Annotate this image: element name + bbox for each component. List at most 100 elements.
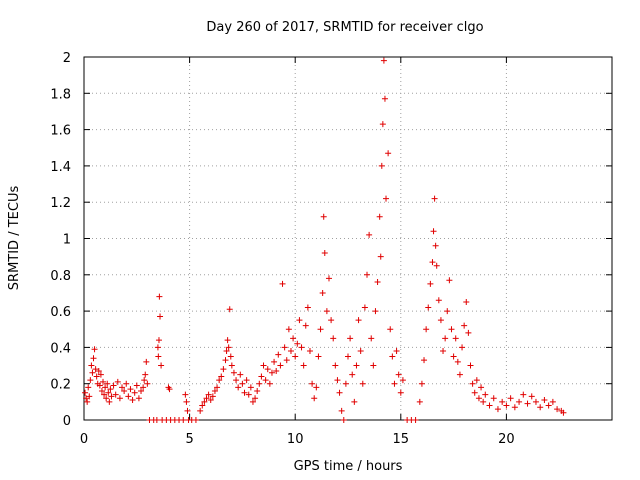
data-point [347, 335, 354, 342]
data-point [376, 213, 383, 220]
data-point [154, 344, 161, 351]
data-point [298, 344, 305, 351]
data-point [155, 337, 162, 344]
data-point [378, 162, 385, 169]
data-point [320, 213, 327, 220]
data-point [83, 395, 90, 402]
data-point [116, 395, 123, 402]
data-point [467, 362, 474, 369]
data-point [285, 326, 292, 333]
data-point [450, 353, 457, 360]
data-point [86, 393, 93, 400]
data-point [418, 380, 425, 387]
data-point [395, 371, 402, 378]
data-point [211, 387, 218, 394]
data-point [214, 384, 221, 391]
y-tick-label: 0.4 [50, 341, 71, 356]
x-axis: 0 5 10 15 20 [80, 57, 515, 447]
data-point [205, 391, 212, 398]
data-point [397, 389, 404, 396]
data-point [247, 384, 254, 391]
data-point [222, 357, 229, 364]
data-point [490, 395, 497, 402]
data-point [412, 417, 419, 423]
data-point [461, 322, 468, 329]
data-point [138, 387, 145, 394]
y-tick-label: 2 [63, 51, 71, 66]
data-point [507, 395, 514, 402]
data-point [549, 398, 556, 405]
data-point [91, 346, 98, 353]
data-point [503, 402, 510, 409]
data-point [230, 369, 237, 376]
data-point [302, 322, 309, 329]
data-point [85, 384, 92, 391]
y-tick-label: 0.2 [50, 378, 71, 393]
data-point [342, 380, 349, 387]
data-point [103, 395, 110, 402]
data-point [268, 369, 275, 376]
x-tick-label: 5 [185, 432, 193, 447]
data-point [399, 377, 406, 384]
data-point [475, 395, 482, 402]
data-point [357, 348, 364, 355]
data-point [528, 393, 535, 400]
data-point [209, 393, 216, 400]
data-point [319, 289, 326, 296]
data-point [377, 253, 384, 260]
data-point [203, 395, 210, 402]
data-point [532, 398, 539, 405]
x-axis-label: GPS time / hours [294, 459, 403, 474]
data-point [336, 389, 343, 396]
data-point [313, 384, 320, 391]
y-tick-label: 1.4 [50, 160, 71, 175]
data-point [228, 362, 235, 369]
y-tick-label: 1.8 [50, 87, 71, 102]
data-point [325, 275, 332, 282]
data-point [499, 398, 506, 405]
data-point [153, 417, 160, 423]
data-point [416, 398, 423, 405]
data-point [480, 398, 487, 405]
data-point [249, 398, 256, 405]
data-point [199, 402, 206, 409]
data-point [283, 357, 290, 364]
data-point [433, 262, 440, 269]
data-point [393, 348, 400, 355]
data-point [448, 326, 455, 333]
data-point [541, 397, 548, 404]
y-tick-label: 0.6 [50, 305, 71, 320]
data-point [279, 280, 286, 287]
data-point [201, 398, 208, 405]
data-point [260, 362, 267, 369]
data-point [387, 326, 394, 333]
data-point [108, 393, 115, 400]
data-point [385, 150, 392, 157]
y-tick-label: 0.8 [50, 269, 71, 284]
data-point [473, 377, 480, 384]
data-point [349, 371, 356, 378]
data-point [102, 384, 109, 391]
data-point [431, 195, 438, 202]
data-point [430, 228, 437, 235]
data-point [93, 373, 100, 380]
grid [84, 57, 612, 420]
data-point [332, 362, 339, 369]
data-point [233, 377, 240, 384]
x-tick-label: 20 [498, 432, 515, 447]
data-point [309, 380, 316, 387]
data-point [545, 402, 552, 409]
data-point [471, 389, 478, 396]
data-point [226, 306, 233, 313]
data-point [243, 377, 250, 384]
data-point [379, 121, 386, 128]
data-point [494, 406, 501, 413]
data-point [239, 380, 246, 387]
data-point [262, 377, 269, 384]
data-point [383, 195, 390, 202]
data-point [486, 402, 493, 409]
data-point [100, 378, 107, 385]
data-point [315, 353, 322, 360]
data-point [133, 382, 140, 389]
x-tick-label: 0 [80, 432, 88, 447]
